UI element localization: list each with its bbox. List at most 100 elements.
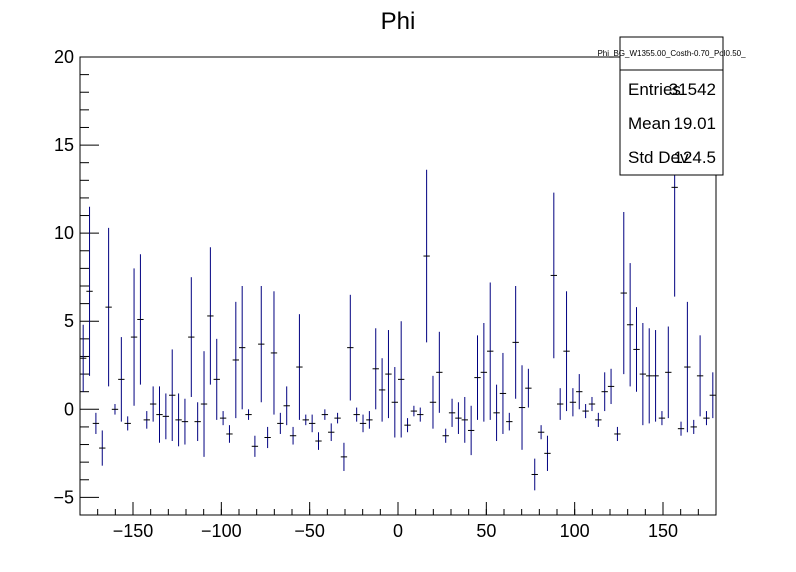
data-point [563,291,570,412]
data-point [99,430,106,466]
y-tick-label: 0 [64,399,74,419]
y-tick-label: 10 [54,223,74,243]
data-point [181,398,189,445]
data-point [239,286,246,410]
stats-entries-label: Entries [628,80,681,99]
data-point [557,388,564,420]
data-point [487,282,494,420]
data-point [512,286,519,399]
data-point [207,247,214,385]
data-point [315,432,322,450]
data-point [429,375,437,429]
stats-histogram-name: Phi_BG_W1355.00_Costh-0.70_Pol0.50_ [597,49,746,58]
data-point [652,330,659,422]
data-point [308,414,316,433]
data-point [525,368,532,408]
data-point [506,412,513,431]
data-point [544,435,551,471]
data-point [588,396,596,412]
data-point [245,409,252,420]
data-point [359,414,367,433]
data-point [328,423,335,442]
data-point [582,404,589,419]
data-point [391,367,398,438]
data-point [118,337,125,422]
data-point [480,322,488,422]
x-tick-label: 0 [393,521,403,541]
data-point [194,402,201,442]
data-point [607,368,615,405]
data-point [442,428,449,443]
data-point [378,358,386,422]
data-point [175,393,182,447]
stats-mean-label: Mean [628,114,671,133]
data-point [576,374,583,410]
data-point [296,314,303,420]
data-point [595,412,602,427]
data-point [550,192,557,359]
data-point [143,411,150,429]
data-point [213,338,220,420]
data-point [366,411,373,429]
data-point [162,393,170,440]
x-tick-label: −50 [294,521,325,541]
data-point [270,291,278,415]
data-point [677,421,685,436]
data-point [226,425,233,443]
data-point [372,328,379,410]
data-point [658,411,666,426]
data-point [188,277,195,397]
x-tick-label: −100 [201,521,242,541]
data-point [499,352,507,434]
data-point [340,442,348,471]
data-point [709,372,716,419]
data-point [105,227,112,387]
data-point [537,425,545,440]
data-point [251,435,259,457]
stats-entries-value: 31542 [669,80,716,99]
data-point [124,416,131,431]
x-tick-label: 50 [476,521,496,541]
data-point [404,418,411,433]
data-point [690,419,697,434]
data-point [264,426,271,449]
stats-box-frame [619,36,724,176]
data-point [626,263,634,387]
data-point [149,386,157,422]
data-point [289,426,297,445]
data-point [417,407,424,422]
stats-stddev-value: 124.5 [673,148,716,167]
y-tick-label: 15 [54,135,74,155]
data-point [493,384,500,442]
data-point [639,322,647,426]
data-point [633,307,640,392]
chart-title: Phi [381,8,416,35]
data-point [277,412,284,434]
data-point [620,212,627,375]
data-point [398,321,405,438]
data-point [467,405,475,456]
stats-mean-value: 19.01 [673,114,716,133]
y-tick-label: 5 [64,311,74,331]
data-point [156,386,163,443]
data-point [518,365,526,450]
data-point [347,294,354,401]
data-point [696,335,704,417]
data-point [410,405,418,417]
stats-box: Phi_BG_W1355.00_Costh-0.70_Pol0.50_ Entr… [597,36,746,176]
x-tick-label: 150 [648,521,678,541]
y-tick-label: 20 [54,47,74,67]
data-point [385,330,392,419]
data-point [111,404,119,415]
data-point [436,331,443,413]
data-point [258,286,265,403]
data-point [703,411,710,426]
data-point [321,409,329,420]
data-point [448,398,456,427]
data-points [80,78,716,491]
data-point [614,426,621,442]
data-point [455,402,462,434]
y-tick-label: −5 [53,487,74,507]
stats-stddev-label: Std Dev [628,148,689,167]
